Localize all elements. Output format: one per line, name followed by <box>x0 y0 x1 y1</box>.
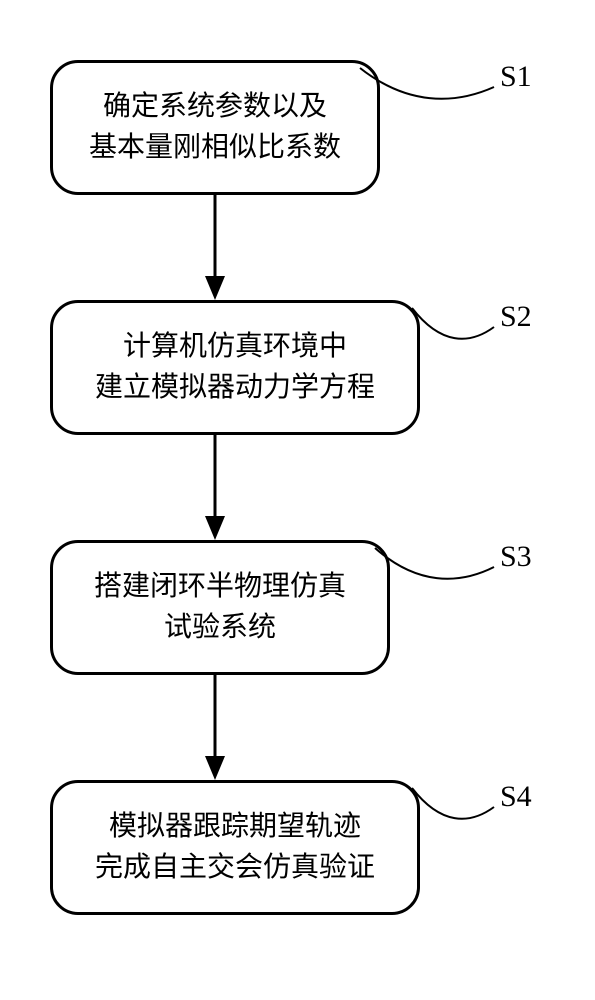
flow-node-s1-text: 确定系统参数以及 基本量刚相似比系数 <box>89 87 341 168</box>
leader-line-s1 <box>355 63 499 122</box>
flow-arrow-2-3 <box>203 435 227 540</box>
flow-node-s3-text: 搭建闭环半物理仿真 试验系统 <box>94 567 346 648</box>
flow-node-s4: 模拟器跟踪期望轨迹 完成自主交会仿真验证 <box>50 780 420 915</box>
step-label-s1: S1 <box>500 60 532 94</box>
flow-node-s2: 计算机仿真环境中 建立模拟器动力学方程 <box>50 300 420 435</box>
flow-arrow-3-4 <box>203 675 227 780</box>
flow-node-s2-text: 计算机仿真环境中 建立模拟器动力学方程 <box>95 327 375 408</box>
flow-node-s1: 确定系统参数以及 基本量刚相似比系数 <box>50 60 380 195</box>
flowchart-canvas: 确定系统参数以及 基本量刚相似比系数 计算机仿真环境中 建立模拟器动力学方程 搭… <box>0 0 595 1000</box>
flow-node-s4-text: 模拟器跟踪期望轨迹 完成自主交会仿真验证 <box>95 807 375 888</box>
leader-line-s2 <box>407 303 499 362</box>
step-label-s2: S2 <box>500 300 532 334</box>
step-label-s3: S3 <box>500 540 532 574</box>
flow-arrow-1-2 <box>203 195 227 300</box>
step-label-s4: S4 <box>500 780 532 814</box>
leader-line-s4 <box>407 783 499 842</box>
flow-node-s3: 搭建闭环半物理仿真 试验系统 <box>50 540 390 675</box>
leader-line-s3 <box>370 543 499 602</box>
